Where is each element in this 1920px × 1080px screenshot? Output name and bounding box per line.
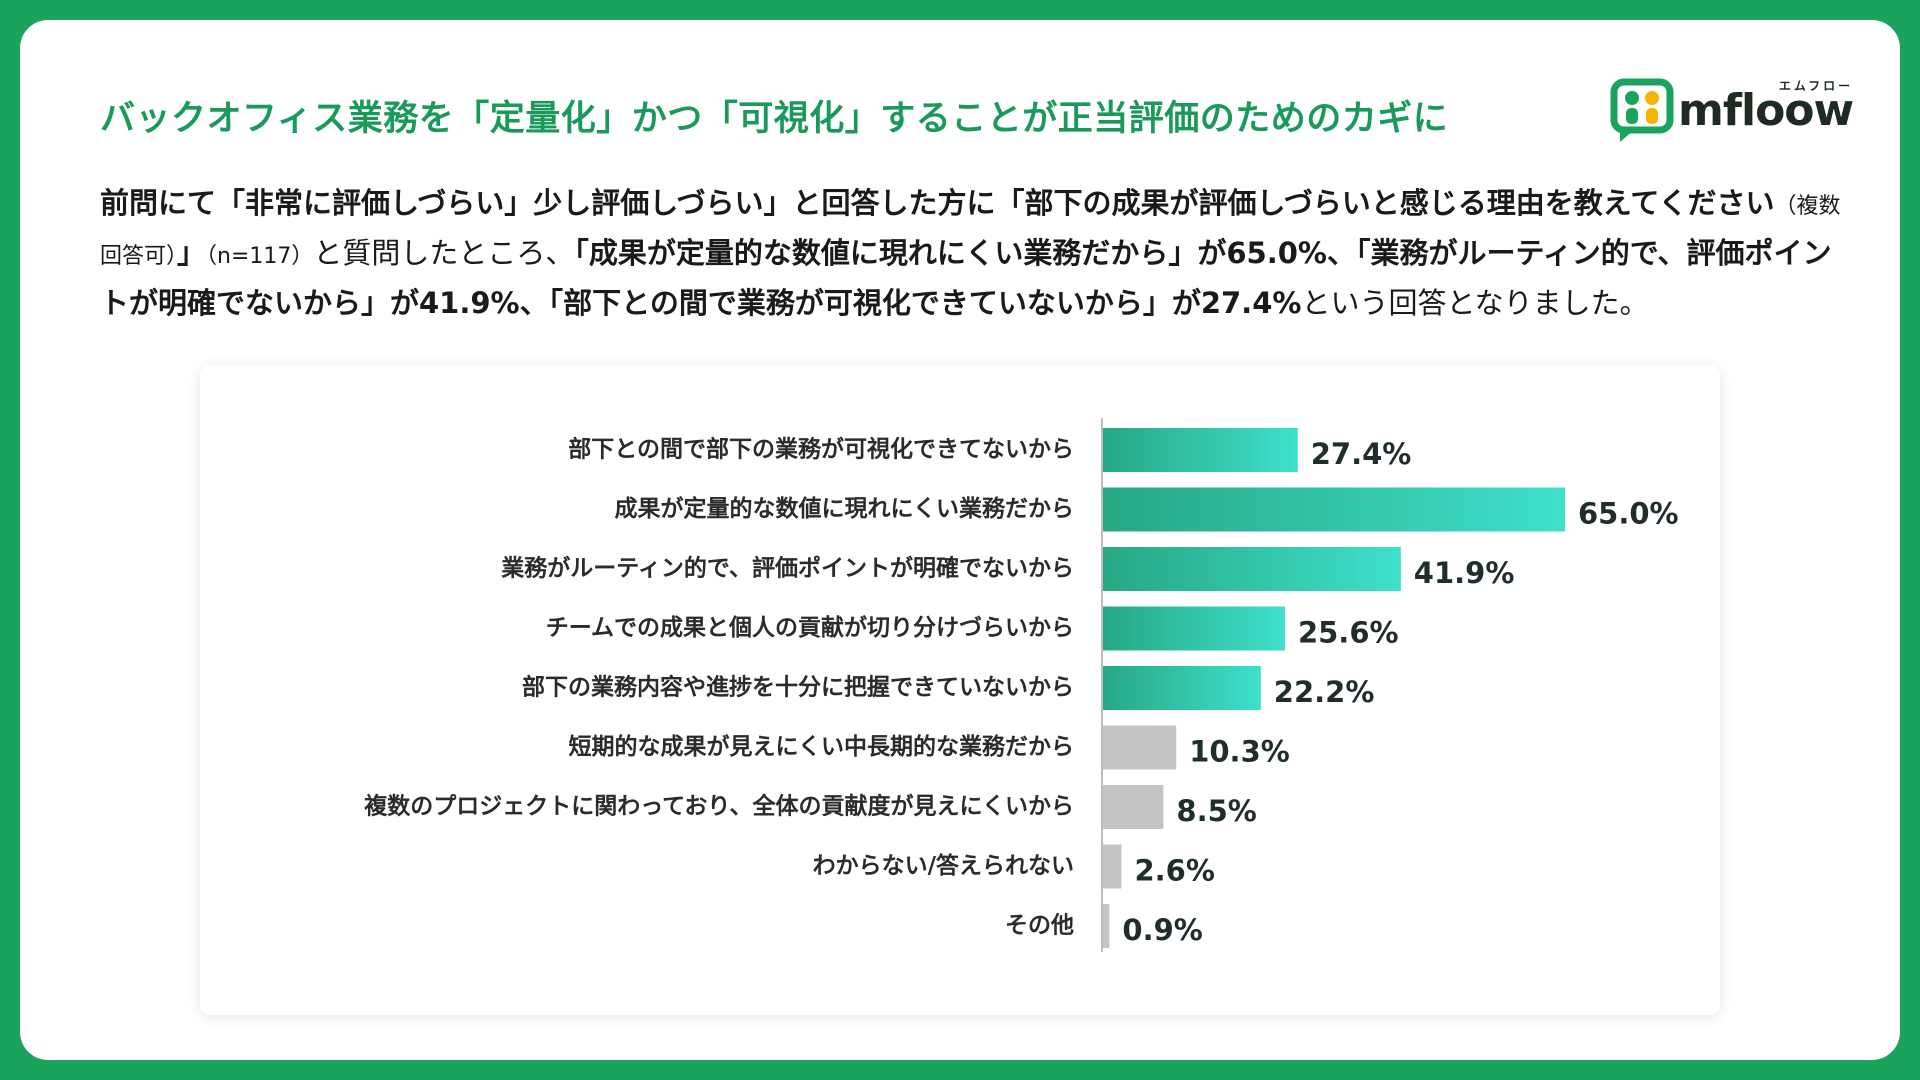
bar-3	[1103, 606, 1285, 651]
brand-logo: エムフロー mfloow	[1610, 76, 1860, 146]
bar-7	[1103, 844, 1122, 889]
category-label-1: 成果が定量的な数値に現れにくい業務だから	[614, 495, 1074, 522]
content-card: バックオフィス業務を「定量化」かつ「可視化」することが正当評価のためのカギに エ…	[20, 20, 1900, 1060]
value-label-6: 8.5%	[1176, 794, 1256, 828]
value-label-3: 25.6%	[1298, 616, 1399, 650]
category-label-6: 複数のプロジェクトに関わっており、全体の貢献度が見えにくいから	[364, 793, 1074, 820]
description-ending: という回答となりました。	[1301, 286, 1649, 320]
value-label-8: 0.9%	[1122, 913, 1202, 947]
description: 前問にて「非常に評価しづらい」少し評価しづらい」と回答した方に「部下の成果が評価…	[100, 180, 1860, 327]
category-label-3: チームでの成果と個人の貢献が切り分けづらいから	[546, 614, 1074, 641]
description-part-3: 」	[177, 236, 207, 270]
value-label-0: 27.4%	[1311, 437, 1412, 471]
description-highlights: 「成果が定量的な数値に現れにくい業務だから」が65.0%、「業務がルーティン的で…	[100, 236, 1832, 320]
bar-2	[1103, 547, 1401, 591]
bar-0	[1103, 428, 1298, 472]
category-label-0: 部下との間で部下の業務が可視化できてないから	[568, 436, 1074, 463]
category-label-7: わからない/答えられない	[813, 852, 1074, 879]
value-label-5: 10.3%	[1189, 735, 1290, 769]
description-part-5: と質問したところ、	[313, 236, 575, 270]
mfloow-logo-icon	[1610, 78, 1674, 142]
value-label-2: 41.9%	[1414, 556, 1515, 590]
category-label-4: 部下の業務内容や進捗を十分に把握できていないから	[522, 674, 1074, 701]
value-label-7: 2.6%	[1134, 854, 1214, 888]
logo-kana: エムフロー	[1778, 79, 1854, 93]
description-part-1: 前問にて「非常に評価しづらい」少し評価しづらい」と回答した方に「部下の成果が評価…	[100, 186, 1775, 220]
bar-1	[1103, 487, 1565, 532]
category-label-8: その他	[1005, 913, 1074, 939]
bar-6	[1103, 785, 1164, 829]
page-title: バックオフィス業務を「定量化」かつ「可視化」することが正当評価のためのカギに	[100, 99, 1449, 139]
bar-5	[1103, 725, 1177, 770]
bar-4	[1103, 666, 1261, 710]
value-label-1: 65.0%	[1578, 497, 1679, 531]
logo-text-wrap: エムフロー mfloow	[1678, 79, 1854, 133]
bar-8	[1103, 904, 1110, 948]
value-label-4: 22.2%	[1274, 675, 1375, 709]
logo-text: mfloow	[1678, 85, 1854, 136]
description-part-2: （複数回答可）	[100, 194, 1841, 269]
category-label-2: 業務がルーティン的で、評価ポイントが明確でないから	[500, 555, 1074, 582]
chart-panel: 部下との間で部下の業務が可視化できてないから 27.4% 成果が定量的な数値に現れに…	[200, 365, 1720, 1015]
bar-chart: 部下との間で部下の業務が可視化できてないから 27.4% 成果が定量的な数値に現れに…	[364, 418, 1679, 952]
category-label-5: 短期的な成果が見えにくい中長期的な業務だから	[568, 733, 1074, 760]
description-sample-size: （n=117）	[206, 244, 314, 269]
